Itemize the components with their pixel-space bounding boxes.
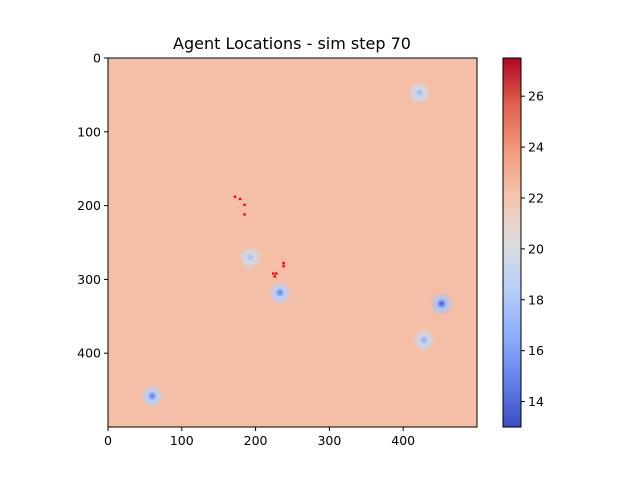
colorbar-tick-label: 16: [528, 343, 544, 358]
heatmap-background: [108, 58, 477, 427]
colorbar-ticks: 14 16 18 20 22 24 26: [521, 89, 544, 409]
colorbar-tick-label: 26: [528, 89, 544, 104]
cold-spot: [411, 327, 436, 352]
agent-marker: [233, 195, 237, 198]
cold-spot: [267, 280, 292, 305]
y-tick-label: 400: [77, 346, 101, 361]
agent-marker: [238, 197, 242, 201]
agent-marker: [275, 272, 278, 275]
agent-marker: [282, 261, 285, 265]
y-tick-label: 0: [93, 51, 101, 66]
colorbar-tick-label: 24: [528, 140, 544, 155]
x-tick-label: 0: [104, 433, 112, 448]
agent-marker: [243, 213, 246, 216]
x-tick-label: 100: [170, 433, 194, 448]
x-tick-label: 400: [391, 433, 415, 448]
colorbar: 14 16 18 20 22 24 26: [502, 57, 544, 428]
x-axis: 0 100 200 300 400: [104, 427, 415, 448]
agent-marker: [282, 264, 285, 268]
agent-marker: [272, 272, 275, 275]
x-tick-label: 200: [244, 433, 268, 448]
cold-spot: [407, 80, 432, 105]
agent-marker: [243, 203, 246, 207]
colorbar-tick-label: 18: [528, 292, 544, 307]
x-tick-label: 300: [317, 433, 341, 448]
cold-spot: [238, 245, 263, 270]
y-tick-label: 100: [77, 124, 101, 139]
y-tick-label: 300: [77, 272, 101, 287]
colorbar-bar: [502, 57, 522, 428]
plot-frame: [107, 57, 478, 428]
cold-spot: [140, 384, 165, 409]
y-tick-label: 200: [77, 198, 101, 213]
chart-title: Agent Locations - sim step 70: [173, 34, 411, 53]
cold-spots: [140, 80, 454, 409]
agent-marker: [273, 275, 276, 278]
colorbar-tick-label: 14: [528, 394, 544, 409]
colorbar-tick-label: 20: [528, 241, 544, 256]
colorbar-tick-label: 22: [528, 190, 544, 205]
cold-spot: [429, 291, 454, 316]
plot-area: [107, 57, 478, 428]
y-axis: 0 100 200 300 400: [77, 51, 108, 361]
agent-markers: [233, 195, 285, 278]
